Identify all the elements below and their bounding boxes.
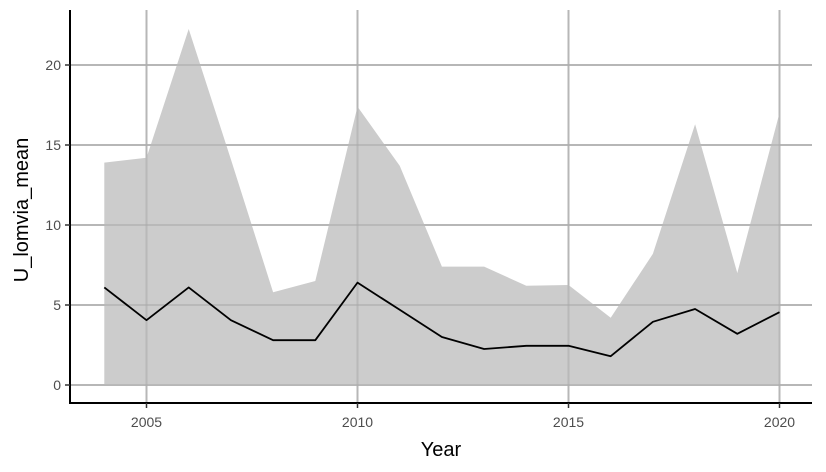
x-axis-title: Year: [421, 439, 462, 461]
y-axis-ticks: 0 5 10 15 20: [45, 57, 70, 393]
x-axis-ticks: 2005 2010 2015 2020: [131, 403, 795, 430]
y-tick-label: 15: [45, 137, 61, 153]
y-tick-label: 5: [53, 297, 61, 313]
y-tick-label: 0: [53, 377, 61, 393]
mean-line: [103, 281, 780, 358]
x-tick-label: 2010: [342, 414, 373, 430]
x-tick-label: 2020: [764, 414, 795, 430]
x-tick-label: 2005: [131, 414, 162, 430]
x-tick-label: 2015: [553, 414, 584, 430]
y-axis-title: U_lomvia_mean: [11, 138, 33, 283]
y-tick-label: 10: [45, 217, 61, 233]
confidence-ribbon: [104, 29, 780, 385]
grid-lines-overlay: [70, 10, 812, 403]
y-tick-label: 20: [45, 57, 61, 73]
